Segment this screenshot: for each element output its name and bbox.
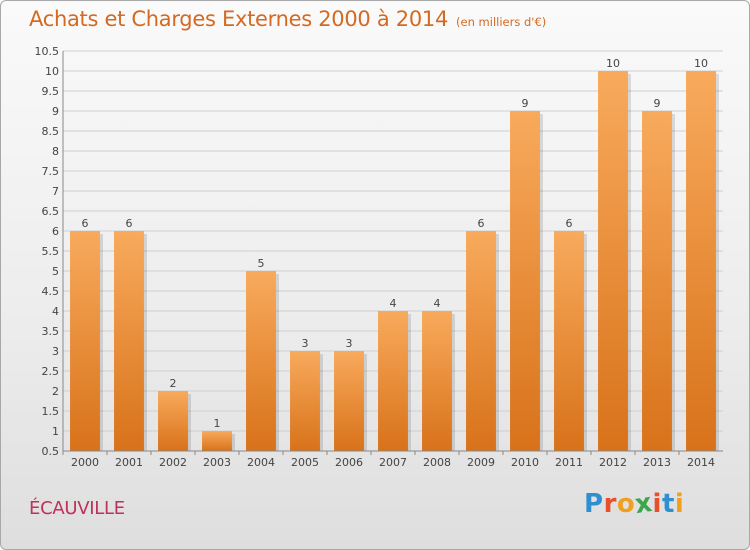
bar — [598, 71, 628, 451]
y-tick-label: 8 — [52, 145, 59, 158]
x-tick-label: 2011 — [555, 456, 583, 469]
bar-value-label: 3 — [302, 337, 309, 350]
bar — [466, 231, 496, 451]
bar — [70, 231, 100, 451]
bar — [422, 311, 452, 451]
y-tick-label: 8.5 — [42, 125, 60, 138]
x-tick-label: 2002 — [159, 456, 187, 469]
bar-value-label: 10 — [694, 57, 708, 70]
bar — [202, 431, 232, 451]
x-tick-label: 2001 — [115, 456, 143, 469]
bar-value-label: 3 — [346, 337, 353, 350]
y-tick-label: 4.5 — [42, 285, 60, 298]
y-tick-label: 1 — [52, 425, 59, 438]
bar — [334, 351, 364, 451]
y-tick-label: 3 — [52, 345, 59, 358]
bar-value-label: 6 — [566, 217, 573, 230]
chart-title: Achats et Charges Externes 2000 à 2014 (e… — [29, 7, 546, 31]
x-tick-label: 2013 — [643, 456, 671, 469]
y-tick-label: 2 — [52, 385, 59, 398]
bar — [642, 111, 672, 451]
y-tick-label: 3.5 — [42, 325, 60, 338]
bars: 6 6 2 1 5 3 3 4 4 6 9 6 10 9 10 — [70, 57, 719, 451]
y-tick-label: 5 — [52, 265, 59, 278]
x-tick-label: 2004 — [247, 456, 275, 469]
y-tick-label: 9 — [52, 105, 59, 118]
logo-letter: P — [584, 489, 604, 519]
bar-value-label: 4 — [390, 297, 397, 310]
y-tick-label: 6.5 — [42, 205, 60, 218]
bar — [290, 351, 320, 451]
bar-value-label: 6 — [478, 217, 485, 230]
bar-value-label: 2 — [170, 377, 177, 390]
bar-value-label: 10 — [606, 57, 620, 70]
y-tick-label: 7 — [52, 185, 59, 198]
bar-value-label: 1 — [214, 417, 221, 430]
bar — [686, 71, 716, 451]
logo-letter: o — [616, 489, 636, 519]
x-tick-label: 2000 — [71, 456, 99, 469]
bar-value-label: 9 — [654, 97, 661, 110]
y-tick-label: 1.5 — [42, 405, 60, 418]
bar — [510, 111, 540, 451]
bar-value-label: 9 — [522, 97, 529, 110]
x-tick-label: 2005 — [291, 456, 319, 469]
y-tick-label: 5.5 — [42, 245, 60, 258]
bar — [554, 231, 584, 451]
y-tick-label: 6 — [52, 225, 59, 238]
logo-letter: i — [674, 489, 685, 519]
chart-title-text: Achats et Charges Externes 2000 à 2014 — [29, 7, 449, 31]
x-tick-label: 2006 — [335, 456, 363, 469]
bar-value-label: 6 — [126, 217, 133, 230]
bar-value-label: 4 — [434, 297, 441, 310]
bar-value-label: 6 — [82, 217, 89, 230]
x-tick-label: 2009 — [467, 456, 495, 469]
axes: 0.5 1 1.5 2 2.5 3 3.5 4 4.5 5 5.5 6 6.5 7 7.5 8 8.5 9 9.5 1… — [35, 45, 723, 469]
y-tick-label: 7.5 — [42, 165, 60, 178]
chart-unit: (en milliers d'€) — [456, 15, 547, 29]
logo-letter: r — [603, 489, 617, 519]
y-tick-label: 4 — [52, 305, 59, 318]
x-tick-label: 2003 — [203, 456, 231, 469]
x-tick-label: 2014 — [687, 456, 715, 469]
proxiti-logo: Proxiti — [584, 487, 685, 521]
y-tick-label: 10.5 — [35, 45, 60, 58]
bar — [378, 311, 408, 451]
y-tick-label: 9.5 — [42, 85, 60, 98]
x-tick-label: 2012 — [599, 456, 627, 469]
commune-name: ÉCAUVILLE — [29, 498, 125, 519]
y-tick-label: 10 — [45, 65, 59, 78]
logo-letter: x — [633, 487, 655, 521]
x-tick-label: 2008 — [423, 456, 451, 469]
x-tick-label: 2007 — [379, 456, 407, 469]
bar — [158, 391, 188, 451]
bar-value-label: 5 — [258, 257, 265, 270]
bar — [114, 231, 144, 451]
bar — [246, 271, 276, 451]
y-tick-label: 2.5 — [42, 365, 60, 378]
x-tick-label: 2010 — [511, 456, 539, 469]
y-tick-label: 0.5 — [42, 445, 60, 458]
logo-letter: t — [661, 489, 675, 519]
logo-letter: i — [652, 489, 662, 519]
